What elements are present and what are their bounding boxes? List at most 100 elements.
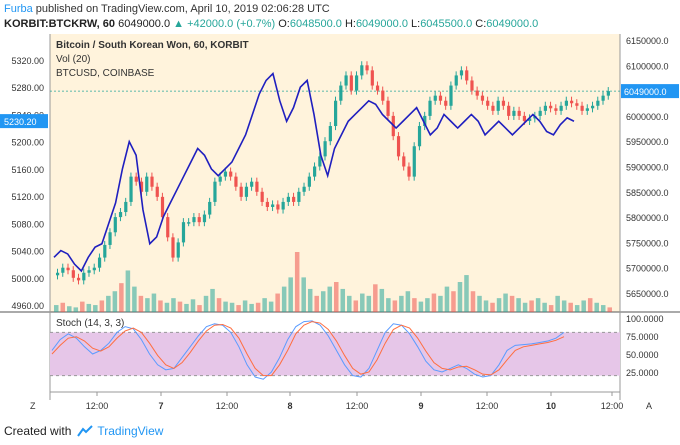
candle-body bbox=[528, 118, 532, 121]
volume-bar bbox=[125, 270, 131, 312]
candle-body bbox=[606, 91, 610, 96]
volume-bar bbox=[171, 298, 176, 312]
candle-body bbox=[229, 171, 233, 177]
symbol-label[interactable]: KORBIT:BTCKRW, 60 bbox=[4, 18, 116, 30]
auto-scale-button[interactable]: A bbox=[646, 401, 652, 411]
volume-bar bbox=[379, 288, 385, 312]
ohlc-line: KORBIT:BTCKRW, 60 6049000.0 ▲ +42000.0 (… bbox=[4, 18, 538, 30]
candle-body bbox=[438, 95, 443, 101]
low-label: L: bbox=[411, 18, 421, 30]
candle-body bbox=[244, 186, 249, 197]
candle-body bbox=[417, 126, 422, 147]
volume-bar bbox=[392, 300, 398, 312]
candle-body bbox=[370, 70, 374, 86]
volume-bar bbox=[542, 302, 547, 312]
candle-body bbox=[187, 222, 191, 224]
candle-body bbox=[465, 70, 469, 81]
volume-bar bbox=[522, 302, 528, 312]
right-axis-tick: 5650000.0 bbox=[626, 289, 669, 299]
volume-bar bbox=[93, 305, 98, 312]
candle-body bbox=[559, 105, 563, 111]
left-axis-tick: 4960.00 bbox=[11, 301, 44, 311]
x-axis-tick: 12:00 bbox=[216, 401, 239, 411]
candle-body bbox=[265, 201, 270, 207]
candle-body bbox=[570, 100, 574, 104]
zoom-button[interactable]: Z bbox=[30, 401, 36, 411]
volume-bar bbox=[158, 300, 163, 312]
open-label: O: bbox=[278, 18, 290, 30]
publish-text: published on TradingView.com, April 10, … bbox=[32, 3, 330, 15]
candle-body bbox=[402, 156, 406, 167]
close-label: C: bbox=[475, 18, 487, 30]
candle-body bbox=[166, 217, 170, 238]
x-axis-tick: 12:00 bbox=[476, 401, 499, 411]
candle-body bbox=[292, 196, 296, 202]
candle-body bbox=[554, 108, 558, 111]
volume-bar bbox=[184, 303, 189, 312]
stoch-axis-tick: 75.0000 bbox=[626, 332, 659, 342]
volume-bar bbox=[223, 301, 228, 312]
left-axis-tick: 5200.00 bbox=[11, 138, 44, 148]
volume-bar bbox=[54, 305, 59, 312]
volume-bar bbox=[307, 288, 313, 312]
stoch-k-line bbox=[51, 320, 565, 380]
volume-bar bbox=[470, 291, 476, 312]
candle-body bbox=[459, 70, 464, 76]
overlay-price-tag bbox=[0, 114, 48, 129]
x-axis-tick: 12:00 bbox=[601, 401, 624, 411]
volume-bar bbox=[242, 300, 248, 312]
candle-body bbox=[307, 176, 311, 187]
stoch-axis-tick: 100.0000 bbox=[626, 314, 664, 324]
volume-bar bbox=[268, 301, 274, 312]
candle-body bbox=[150, 176, 154, 187]
candle-body bbox=[176, 242, 180, 258]
candle-body bbox=[197, 217, 201, 223]
candle-body bbox=[360, 65, 364, 76]
candle-body bbox=[129, 176, 133, 202]
x-axis-tick: 7 bbox=[158, 401, 163, 411]
stoch-axis-tick: 25.0000 bbox=[626, 368, 659, 378]
candle-body bbox=[454, 75, 458, 86]
x-axis-tick: 12:00 bbox=[346, 401, 369, 411]
volume-bar bbox=[509, 295, 515, 312]
price-chart[interactable]: 6150000.06100000.06050000.06000000.05950… bbox=[0, 34, 680, 419]
left-axis-tick: 5160.00 bbox=[11, 165, 44, 175]
volume-bar bbox=[112, 291, 118, 312]
volume-bar bbox=[483, 300, 489, 312]
stoch-d-line bbox=[51, 321, 565, 377]
volume-bar bbox=[255, 302, 261, 312]
left-axis-tick: 5040.00 bbox=[11, 247, 44, 257]
candle-body bbox=[580, 105, 584, 111]
volume-bar bbox=[425, 298, 430, 312]
volume-bar bbox=[190, 299, 196, 312]
volume-bar bbox=[490, 302, 495, 312]
candle-body bbox=[328, 126, 332, 142]
volume-bar bbox=[236, 305, 241, 312]
candle-body bbox=[491, 105, 495, 111]
volume-bar bbox=[451, 291, 456, 312]
legend-title: Bitcoin / South Korean Won, 60, KORBIT bbox=[56, 40, 249, 51]
volume-bar bbox=[600, 305, 606, 312]
tradingview-link[interactable]: TradingView bbox=[97, 424, 164, 438]
volume-bar bbox=[496, 298, 502, 312]
candle-body bbox=[313, 166, 317, 177]
volume-bar bbox=[360, 293, 365, 312]
candle-body bbox=[76, 277, 81, 281]
author-link[interactable]: Furba bbox=[4, 3, 33, 15]
volume-bar bbox=[132, 286, 137, 312]
right-axis-tick: 5700000.0 bbox=[626, 264, 669, 274]
right-axis-tick: 6100000.0 bbox=[626, 61, 669, 71]
candle-body bbox=[239, 186, 243, 197]
up-arrow-icon: ▲ bbox=[173, 18, 185, 30]
candle-body bbox=[596, 100, 600, 106]
left-axis-tick: 5120.00 bbox=[11, 192, 44, 202]
candle-body bbox=[281, 201, 285, 210]
volume-bar bbox=[106, 295, 111, 312]
candle-body bbox=[118, 212, 123, 218]
candle-body bbox=[375, 85, 380, 91]
volume-bar bbox=[138, 295, 144, 312]
close-value: 6049000.0 bbox=[486, 18, 539, 30]
volume-bar bbox=[555, 295, 560, 312]
candle-body bbox=[585, 108, 589, 111]
candle-body bbox=[591, 105, 595, 109]
